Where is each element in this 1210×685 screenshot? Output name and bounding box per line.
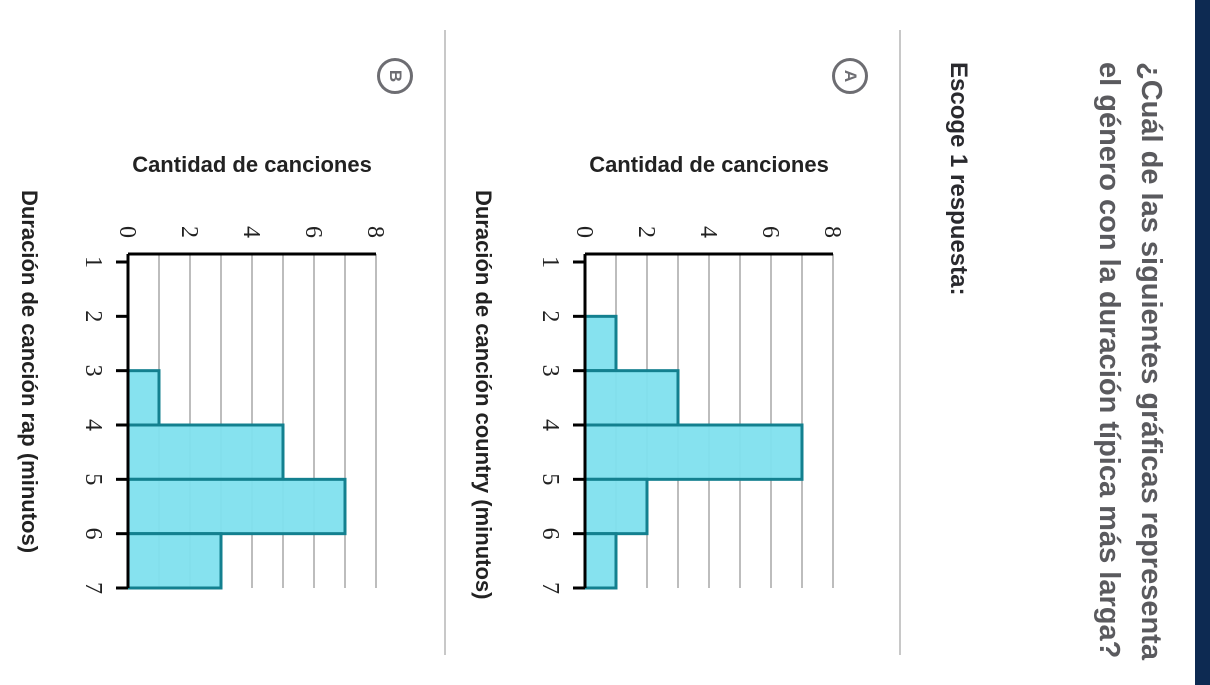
y-tick-label: 4 [695,226,721,238]
y-tick-label: 8 [362,226,388,238]
y-tick-label: 0 [114,226,140,238]
y-tick-label: 2 [633,226,659,238]
y-tick-label: 0 [571,226,597,238]
x-tick-label: 5 [537,473,563,485]
x-tick-label: 4 [80,419,106,431]
histogram-bar [126,477,347,536]
histogram-bar [583,532,618,590]
histogram-rap: 1 2 3 4 5 6 7 0 2 4 6 8 [80,226,388,594]
header-bar [1195,0,1210,685]
histogram-bar [583,477,649,536]
x-tick-label: 6 [537,528,563,540]
x-tick-label: 5 [80,473,106,485]
histogram-bar [583,369,680,427]
histogram-bar [126,423,285,481]
histogram-bar [126,532,223,590]
y-tick-label: 2 [176,226,202,238]
x-tick-label: 2 [537,310,563,322]
y-tick-label: 6 [300,226,326,238]
histogram-bar [583,423,804,481]
instruction-text: Escoge 1 respuesta: [945,62,972,296]
x-tick-label: 7 [537,582,563,594]
y-tick-label: 4 [238,226,264,238]
histogram-bar [583,314,618,373]
divider [444,30,446,655]
y-tick-label: 6 [757,226,783,238]
histogram-country: 1 2 3 4 5 6 7 0 2 4 6 8 [537,226,845,594]
x-axis-label: Duración de canción rap (minutos) [17,190,42,554]
x-tick-label: 4 [537,419,563,431]
x-tick-label: 2 [80,310,106,322]
x-tick-label: 1 [537,256,563,268]
divider [899,30,901,655]
x-tick-label: 6 [80,528,106,540]
x-tick-label: 3 [537,365,563,377]
x-tick-label: 3 [80,365,106,377]
histogram-bar [126,369,161,427]
x-tick-label: 1 [80,256,106,268]
question-text: ¿Cuál de las siguientes gráficas represe… [1093,62,1167,660]
x-tick-label: 7 [80,582,106,594]
x-axis-label: Duración de canción country (minutos) [471,190,496,600]
y-tick-label: 8 [819,226,845,238]
